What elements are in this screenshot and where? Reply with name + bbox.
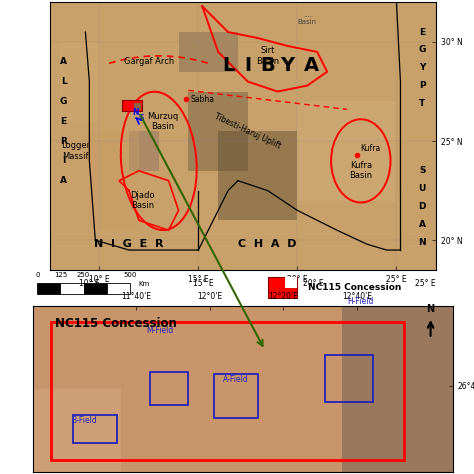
Text: 20° E: 20° E — [303, 279, 324, 288]
Bar — [122, 100, 142, 111]
Bar — [129, 131, 159, 171]
Text: 500: 500 — [123, 272, 137, 278]
Bar — [218, 131, 297, 220]
Bar — [90, 131, 139, 230]
Text: G: G — [419, 46, 426, 55]
Bar — [73, 415, 117, 443]
Text: 125: 125 — [54, 272, 67, 278]
Text: P: P — [419, 81, 426, 90]
Text: U: U — [419, 184, 426, 193]
Text: N: N — [419, 237, 426, 246]
Bar — [33, 389, 121, 472]
Text: Kufra
Basin: Kufra Basin — [349, 161, 373, 181]
Bar — [189, 91, 248, 171]
Text: 15° E: 15° E — [193, 279, 213, 288]
Bar — [83, 283, 107, 294]
Bar — [134, 103, 141, 110]
Text: 0: 0 — [35, 272, 40, 278]
Text: R: R — [60, 137, 67, 146]
Text: B: B — [260, 56, 275, 75]
Text: A: A — [60, 176, 67, 185]
Text: 25° E: 25° E — [415, 279, 436, 288]
Bar — [107, 283, 130, 294]
Text: C  H  A  D: C H A D — [238, 239, 297, 249]
Bar — [214, 374, 258, 419]
Text: Tibesti-Haruj Uplift: Tibesti-Haruj Uplift — [213, 112, 283, 150]
Text: S: S — [138, 114, 144, 123]
Text: Kufra: Kufra — [360, 145, 380, 154]
Bar — [179, 32, 238, 72]
Text: M-Field: M-Field — [146, 327, 174, 336]
Text: T: T — [419, 99, 425, 108]
Text: NC115 Concession: NC115 Concession — [308, 283, 401, 292]
Bar — [268, 277, 298, 298]
Text: N: N — [132, 108, 139, 117]
Text: 250: 250 — [77, 272, 90, 278]
Text: Y: Y — [419, 63, 426, 72]
Text: E: E — [61, 117, 67, 126]
Text: NC115 Concession: NC115 Concession — [55, 317, 177, 330]
Bar — [342, 306, 453, 472]
Bar — [60, 42, 99, 121]
Text: A-Field: A-Field — [223, 374, 249, 383]
Text: Sabha: Sabha — [191, 95, 214, 104]
Bar — [297, 101, 396, 201]
Text: Djado
Basin: Djado Basin — [131, 191, 155, 210]
Text: I: I — [244, 56, 251, 75]
Text: L: L — [222, 56, 234, 75]
Text: Gargaf Arch: Gargaf Arch — [124, 57, 174, 66]
Text: I: I — [62, 156, 65, 165]
Text: A: A — [304, 56, 319, 75]
Bar — [61, 283, 83, 294]
Text: A: A — [419, 220, 426, 229]
Text: N  I  G  E  R: N I G E R — [94, 239, 164, 249]
Bar — [37, 283, 61, 294]
Text: S: S — [419, 166, 426, 175]
Text: B-Field: B-Field — [71, 416, 97, 425]
Text: H-Field: H-Field — [347, 297, 373, 306]
Text: L: L — [61, 77, 66, 86]
Bar — [325, 356, 373, 402]
Text: N: N — [427, 304, 435, 314]
Text: ....
Basin: .... Basin — [298, 12, 317, 25]
Text: 10° E: 10° E — [80, 279, 100, 288]
Bar — [150, 372, 188, 405]
Text: D: D — [419, 202, 426, 211]
Text: Y: Y — [281, 56, 294, 75]
Text: Logger
Massif: Logger Massif — [61, 141, 90, 161]
Text: Km: Km — [138, 281, 149, 287]
Text: G: G — [60, 97, 67, 106]
Bar — [285, 277, 298, 288]
Bar — [51, 322, 404, 460]
Text: Sirt
Basin: Sirt Basin — [256, 46, 279, 65]
Text: A: A — [60, 57, 67, 66]
Text: Murzuq
Basin: Murzuq Basin — [147, 111, 178, 131]
Text: E: E — [419, 27, 425, 36]
